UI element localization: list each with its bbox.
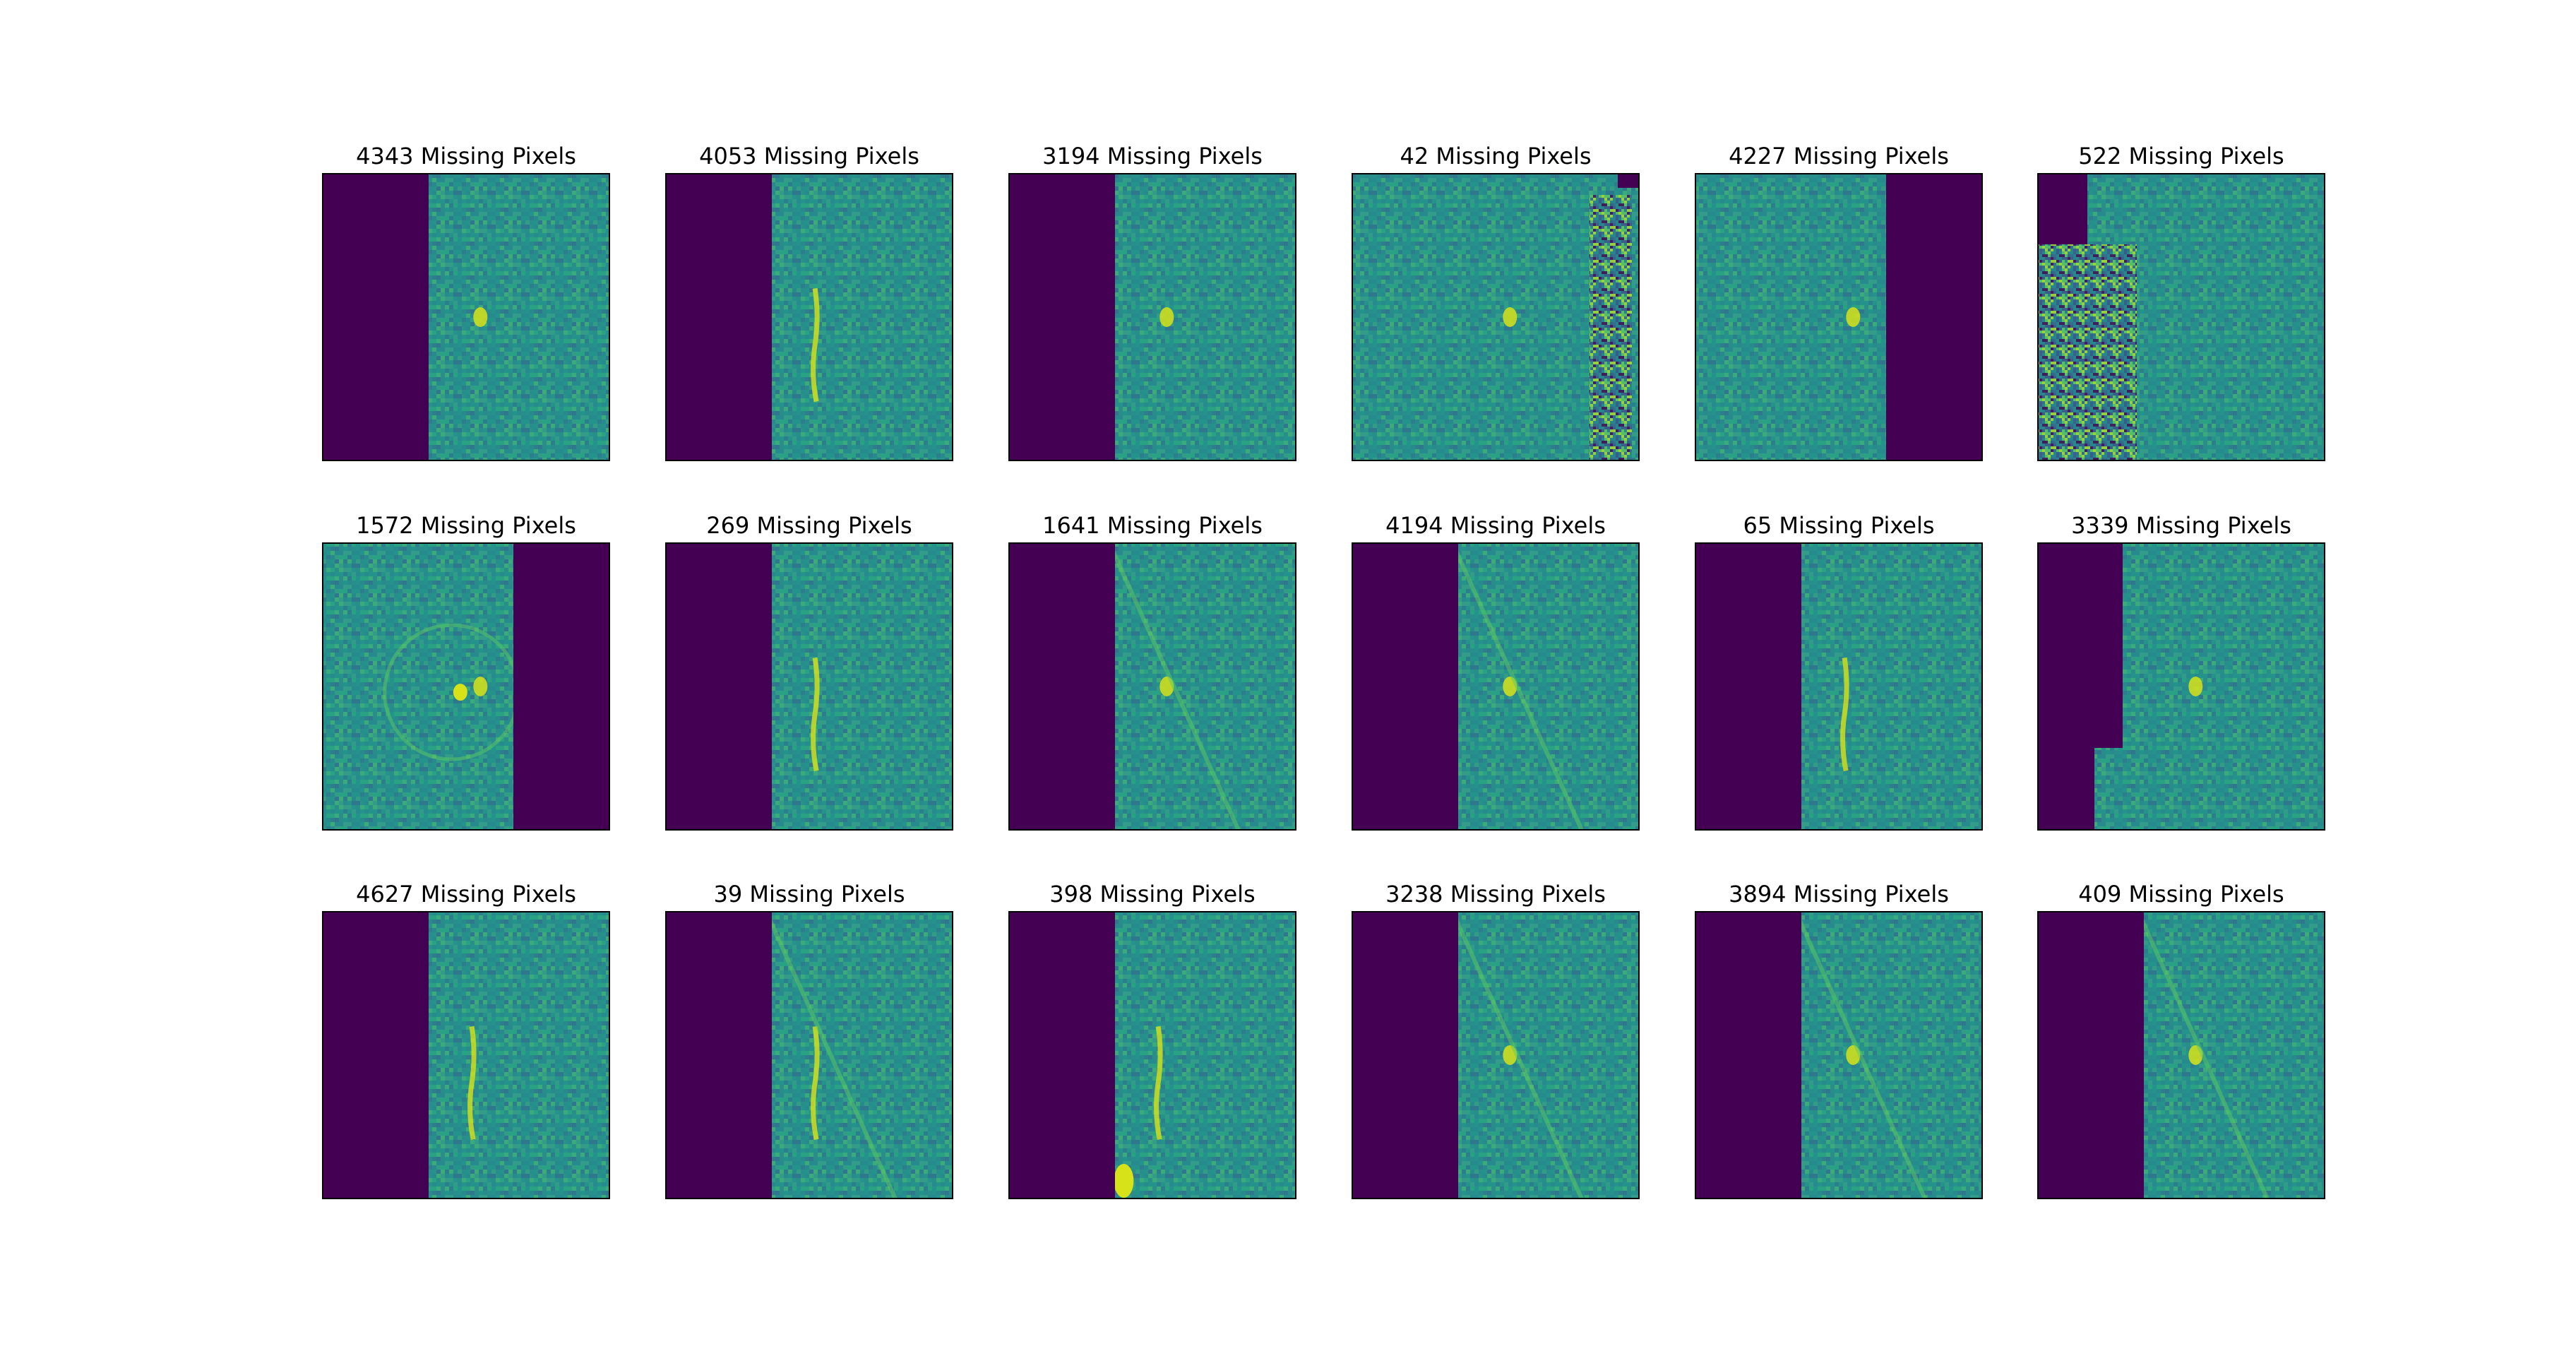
axes-frame [665,173,953,461]
axes-frame [322,911,610,1199]
panel-title: 522 Missing Pixels [2078,143,2284,170]
panel-title: 4627 Missing Pixels [356,881,576,908]
panel-title: 409 Missing Pixels [2078,881,2284,908]
panel: 398 Missing Pixels [1008,881,1296,1199]
diagonal-feature [764,910,898,1200]
diagonal-feature [1450,910,1584,1200]
missing-region [666,912,772,1199]
panel: 3194 Missing Pixels [1008,143,1296,461]
panel: 4194 Missing Pixels [1352,512,1640,831]
panel: 1572 Missing Pixels [322,512,610,831]
axes-frame [1695,542,1983,831]
panel: 4343 Missing Pixels [322,143,610,461]
panel-title: 3238 Missing Pixels [1385,881,1606,908]
diagonal-feature [2136,910,2270,1200]
missing-region [2038,748,2094,830]
missing-region [1695,912,1801,1199]
missing-region [1009,543,1115,830]
bright-streak [1154,1025,1163,1141]
panel: 1641 Missing Pixels [1008,512,1296,831]
noisy-strip [1590,195,1632,460]
panel: 4627 Missing Pixels [322,881,610,1199]
missing-region [1009,174,1115,460]
bright-streak [811,657,820,772]
panel: 409 Missing Pixels [2037,881,2325,1200]
bright-spot [1114,1164,1134,1198]
panel-title: 65 Missing Pixels [1743,512,1934,539]
axes-frame [1008,173,1296,461]
panel-title: 3894 Missing Pixels [1729,881,1949,908]
axes-frame [1695,173,1983,461]
bright-spot [473,307,488,327]
panel: 39 Missing Pixels [665,881,953,1200]
bright-spot [2188,677,2203,696]
bright-spot [453,684,467,701]
panel-title: 269 Missing Pixels [706,512,912,539]
axes-frame [322,542,610,831]
missing-region [323,912,429,1199]
bright-streak [811,1025,820,1141]
panel-title: 3339 Missing Pixels [2071,512,2291,539]
axes-frame [322,173,610,461]
missing-region [1009,912,1115,1199]
axes-frame [1008,542,1296,831]
missing-region [2038,543,2123,748]
panel-title: 4227 Missing Pixels [1729,143,1949,170]
panel: 3339 Missing Pixels [2037,512,2325,831]
panel: 522 Missing Pixels [2037,143,2325,461]
diagonal-feature [1794,910,1927,1200]
panel: 3894 Missing Pixels [1695,881,1983,1200]
axes-frame [665,542,953,831]
panel-title: 39 Missing Pixels [713,881,905,908]
missing-region [513,543,609,830]
missing-region [1352,912,1458,1199]
panel-title: 4343 Missing Pixels [356,143,576,170]
panel: 42 Missing Pixels [1352,143,1640,461]
bright-spot [1159,307,1174,327]
panel-title: 4053 Missing Pixels [699,143,919,170]
panel: 3238 Missing Pixels [1352,881,1640,1200]
bright-spot [1846,307,1861,327]
noisy-strip [2038,244,2137,460]
missing-region [2038,912,2144,1199]
bright-streak [467,1025,477,1141]
panel-title: 1641 Missing Pixels [1042,512,1263,539]
axes-frame [1695,911,1983,1199]
missing-region [1618,174,1639,188]
missing-region [1695,543,1801,830]
axes-frame [2037,173,2325,461]
bright-streak [1840,657,1849,772]
panel: 65 Missing Pixels [1695,512,1983,831]
axes-frame [665,911,953,1199]
axes-frame [2037,542,2325,831]
missing-region [666,174,772,460]
axes-frame [2037,911,2325,1199]
panel-title: 398 Missing Pixels [1049,881,1255,908]
axes-frame [1352,173,1640,461]
axes-frame [1008,911,1296,1199]
panel-title: 1572 Missing Pixels [356,512,576,539]
panels-grid: 4343 Missing Pixels 4053 Missing Pixels 31… [322,143,2325,1200]
panel-title: 3194 Missing Pixels [1042,143,1263,170]
bright-spot [1503,307,1517,327]
missing-region [323,174,429,460]
panel-title: 42 Missing Pixels [1400,143,1591,170]
panel: 4227 Missing Pixels [1695,143,1983,461]
diagonal-feature [1450,542,1584,831]
panel: 269 Missing Pixels [665,512,953,831]
panel-title: 4194 Missing Pixels [1385,512,1606,539]
diagonal-feature [1107,542,1241,831]
bright-streak [811,287,820,403]
bright-spot [473,677,488,696]
axes-frame [1352,542,1640,831]
axes-frame [1352,911,1640,1199]
missing-region [1352,543,1458,830]
panel: 4053 Missing Pixels [665,143,953,461]
missing-region [2038,174,2087,244]
missing-region [666,543,772,830]
missing-region [1886,174,1982,460]
